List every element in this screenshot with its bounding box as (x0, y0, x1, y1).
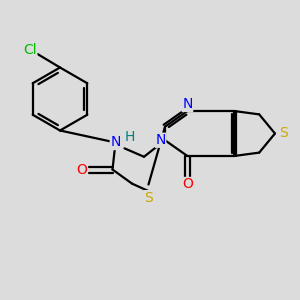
Text: S: S (279, 127, 287, 140)
Text: N: N (182, 98, 193, 111)
Text: O: O (76, 163, 87, 176)
Text: S: S (144, 191, 153, 205)
Text: Cl: Cl (23, 43, 37, 57)
Text: N: N (110, 136, 121, 149)
Text: N: N (155, 133, 166, 147)
Text: H: H (125, 130, 135, 144)
Text: O: O (182, 178, 193, 191)
